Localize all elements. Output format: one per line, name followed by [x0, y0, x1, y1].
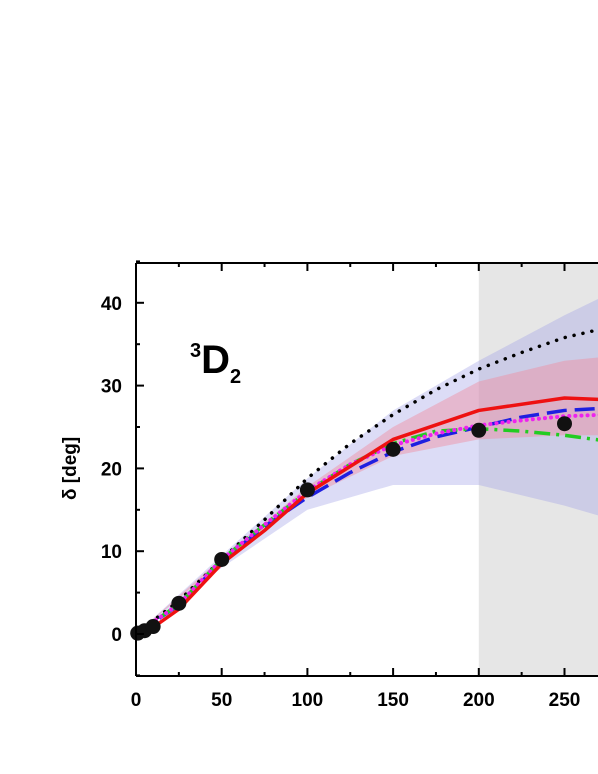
data-point	[385, 441, 401, 457]
x-tick-label: 150	[377, 690, 409, 711]
uncertainty-band-1	[136, 299, 598, 634]
data-point	[299, 482, 315, 498]
x-tick-label: 250	[549, 690, 581, 711]
partial-wave-letter: D	[201, 338, 230, 382]
y-tick-label: 20	[101, 459, 122, 480]
data-point	[557, 416, 572, 432]
partial-wave-superscript: 3	[190, 340, 201, 362]
data-point	[171, 595, 187, 611]
x-tick-label: 0	[131, 690, 142, 711]
axes-layer	[135, 260, 598, 677]
y-tick-label: 40	[101, 294, 122, 315]
data-point	[145, 619, 161, 635]
partial-wave-label: 3D2	[190, 338, 241, 388]
partial-wave-subscript: 2	[230, 366, 241, 388]
series-line-solid	[136, 396, 598, 636]
y-tick-label: 10	[101, 542, 122, 563]
shaded-region-layer	[478, 263, 598, 676]
y-tick-label: 0	[111, 625, 122, 646]
y-tick-label: 30	[101, 377, 122, 398]
x-tick-label: 200	[463, 690, 495, 711]
y-axis-title: δ [deg]	[60, 437, 81, 500]
data-point	[214, 551, 230, 567]
data-point	[471, 422, 487, 438]
shaded-region	[478, 263, 598, 676]
x-tick-label: 50	[211, 690, 232, 711]
labels-layer: 0 50 100 150 200 250 0 10 20 30 40 δ [deg] 3D2	[60, 294, 580, 711]
series-lines-layer	[136, 328, 598, 636]
x-tick-label: 100	[292, 690, 324, 711]
